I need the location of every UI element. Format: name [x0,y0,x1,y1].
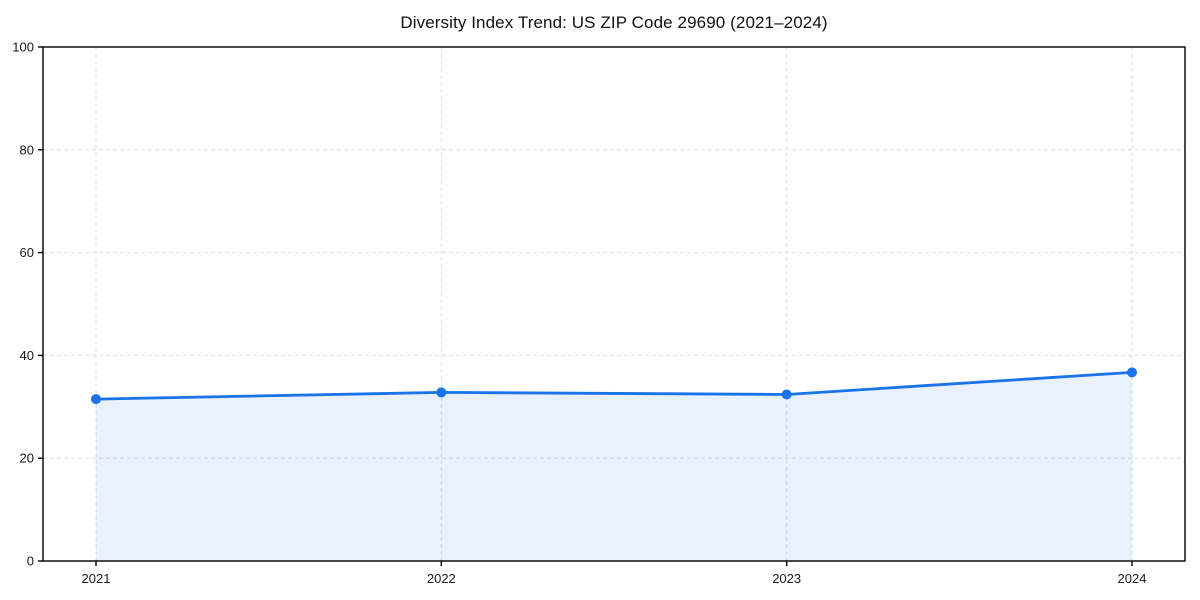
data-point [436,387,447,398]
data-point [781,389,792,400]
y-tick-label: 40 [20,348,34,363]
chart-title: Diversity Index Trend: US ZIP Code 29690… [400,13,828,32]
data-point [1127,367,1137,378]
y-tick-label: 100 [12,40,34,55]
x-tick-label: 2023 [772,571,801,586]
y-tick-label: 80 [20,142,34,157]
area-fill [96,372,1132,561]
trend-line [94,370,1134,401]
x-tick-label: 2022 [427,571,456,586]
x-tick-label: 2021 [82,571,111,586]
x-tick-label: 2024 [1118,571,1147,586]
y-tick-label: 60 [20,245,34,260]
y-tick-label: 0 [27,554,34,569]
y-tick-label: 20 [20,451,34,466]
axis-spine [42,46,1186,562]
data-point [91,394,101,405]
